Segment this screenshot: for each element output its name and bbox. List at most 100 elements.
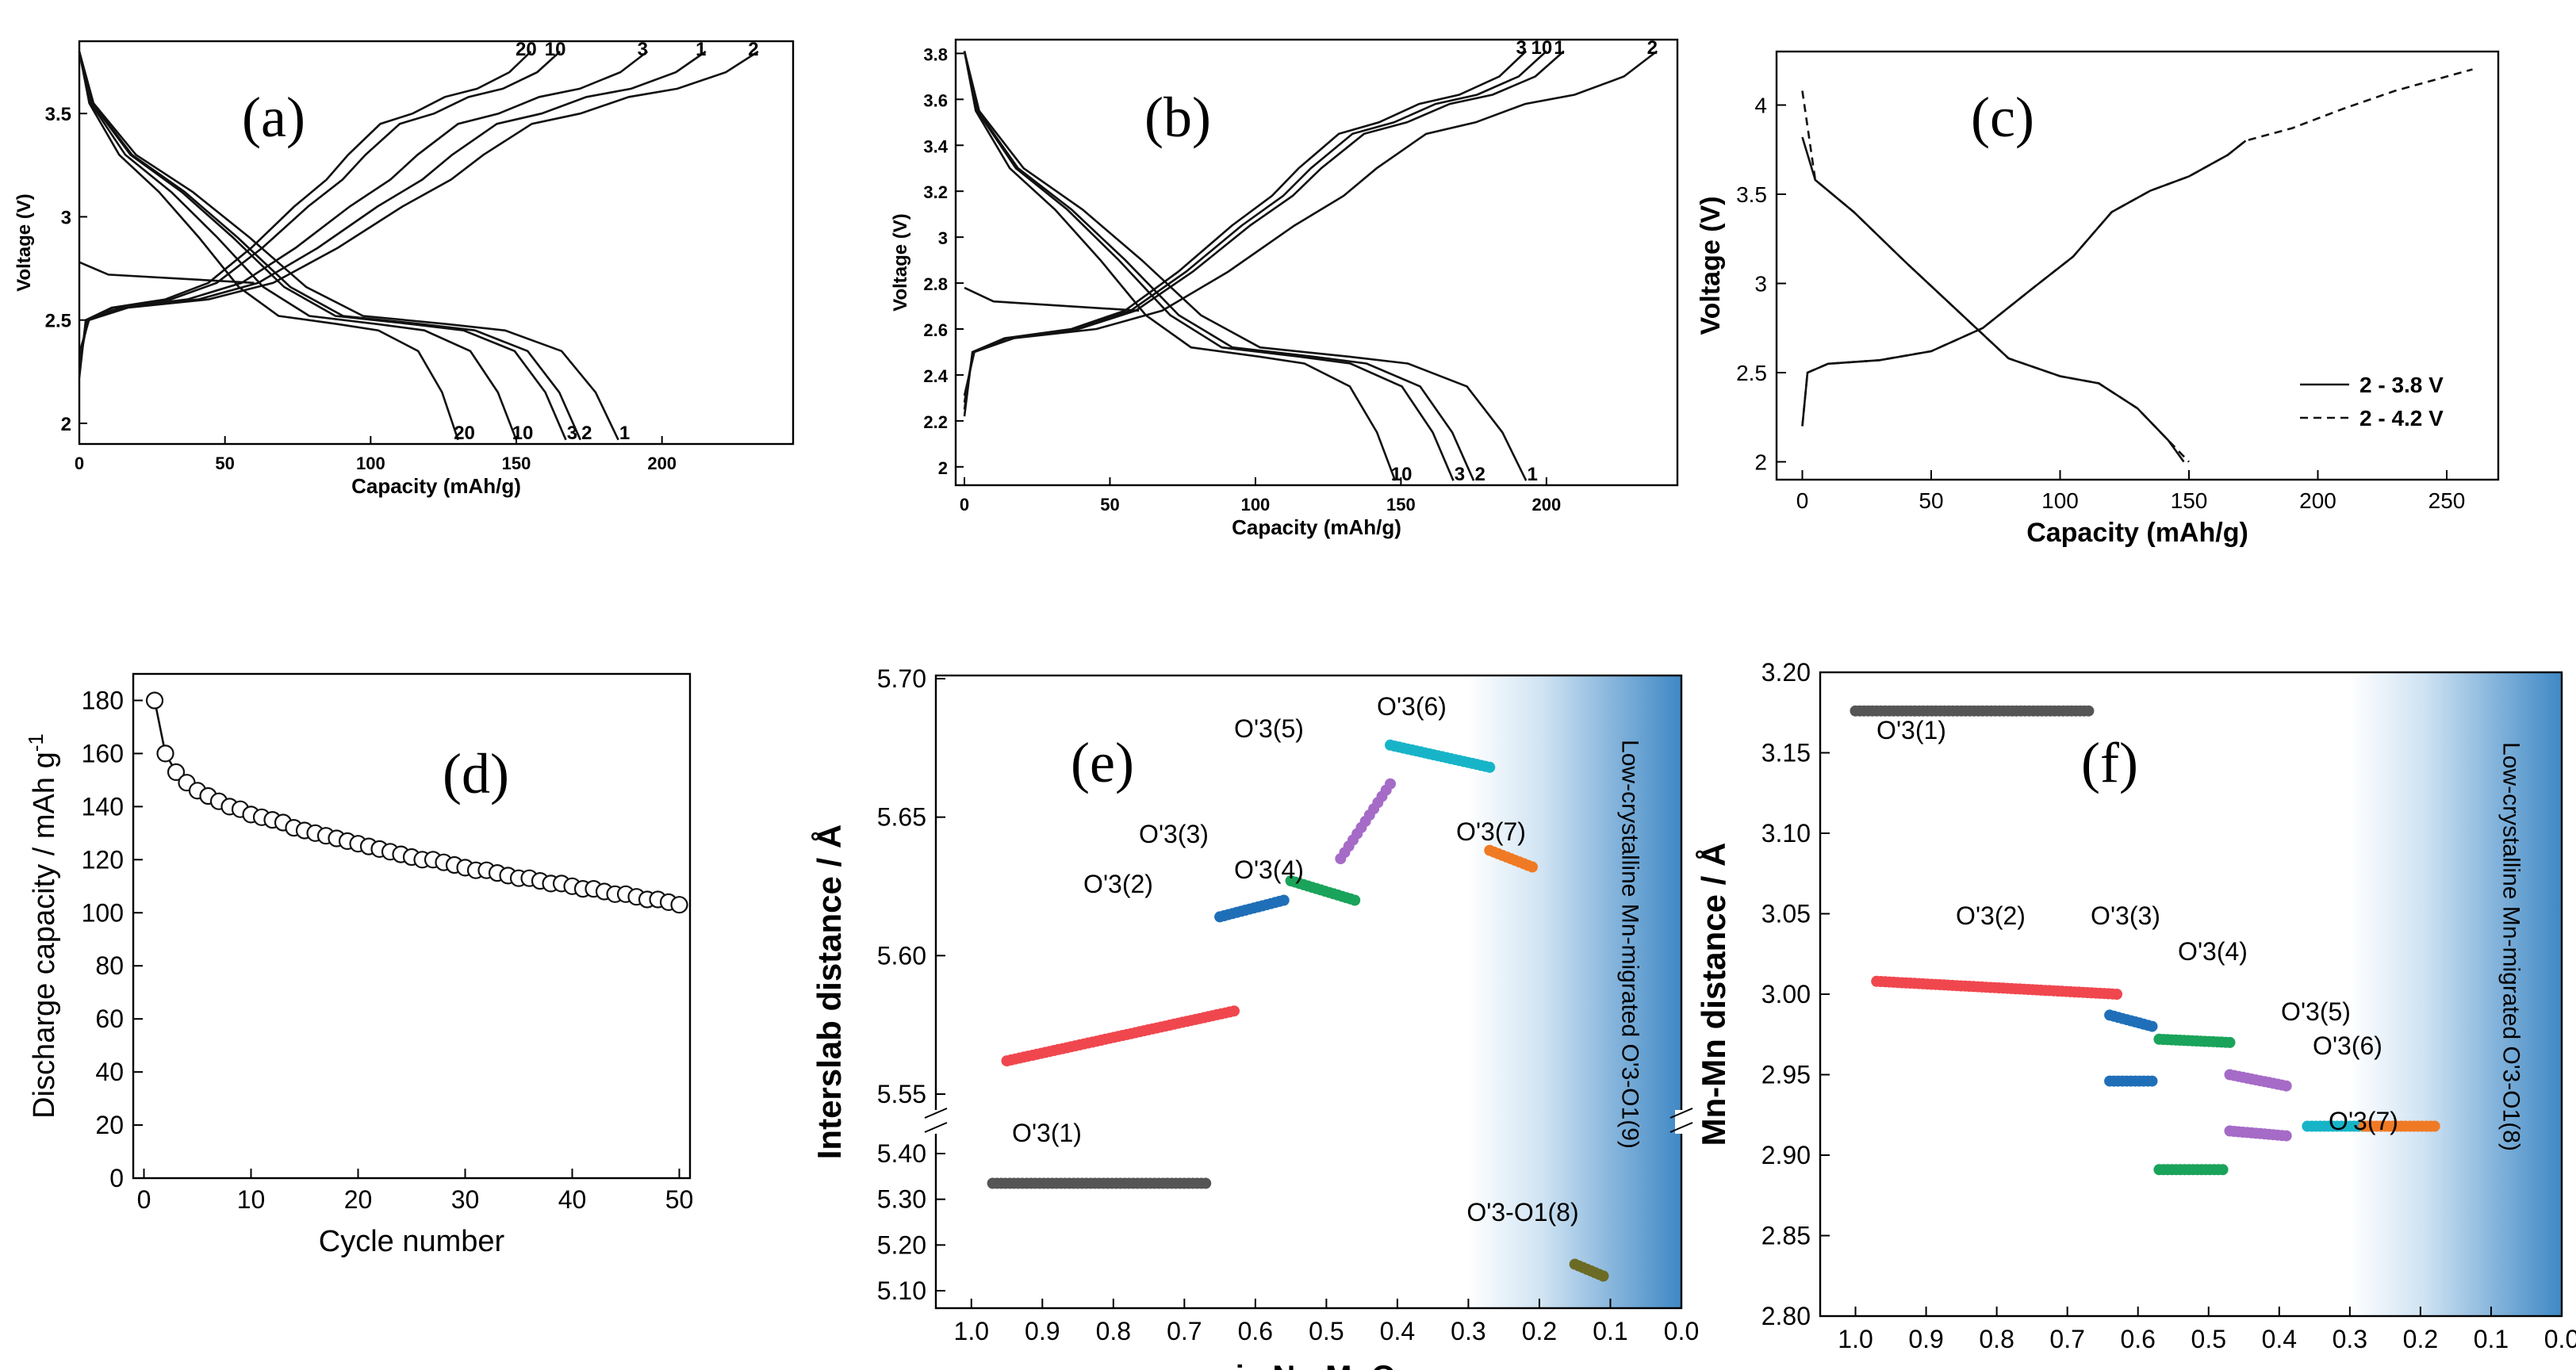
y-axis-title: Voltage (V) [13,193,35,292]
shaded-region [2349,672,2562,1316]
axis-break-gap [1675,1110,1688,1134]
y-tick-label: 20 [95,1111,124,1139]
phase-label: O'3(4) [2178,937,2248,966]
panel-d: 0 10 20 30 40 50 0 20 40 60 80 100 120 140 160 180 Cycle… [24,672,693,1258]
x-tick-label: 30 [451,1185,480,1214]
x-tick-label: 1.0 [1838,1325,1873,1353]
y-tick-label: 2.2 [923,412,948,432]
x-tick-label: 0.3 [1451,1317,1485,1345]
x-tick-label: 0.4 [2262,1325,2297,1353]
y-axis-title: Interslab distance / Å [811,825,848,1159]
y-tick-label: 3 [938,228,948,248]
y-tick-label: 100 [82,898,124,927]
charge-cycle-label: 20 [516,39,537,60]
x-tick-label: 0 [137,1185,151,1214]
y-tick-label: 40 [95,1058,124,1086]
x-axis-title: x in NaxMnO2 [2090,1368,2290,1370]
x-tick-label: 0.0 [2544,1325,2576,1353]
plot-frame [934,674,1683,1310]
x-tick-label: 0.9 [1025,1317,1060,1345]
data-point [145,691,164,710]
y-tick-label: 2 [61,414,71,435]
phase-marker [2083,705,2095,717]
x-tick-label: 0.7 [1167,1317,1202,1345]
panel-c: 0 50 100 150 200 250 2 2.5 3 3.5 4 Capacity (mAh/g)… [1696,50,2500,548]
discharge-curve-cycle-10 [963,51,1397,481]
charge-cycle-label: 10 [1531,37,1553,59]
phase-label: O'3(2) [1956,901,2026,930]
discharge-cycle-label: 3 [1455,464,1465,485]
phase-marker [2280,1130,2292,1142]
phase-marker [1200,1177,1212,1189]
y-tick-label: 3.10 [1761,819,1811,848]
discharge-curve-cycle-2 [78,51,581,441]
panel-label: (f) [2081,731,2138,794]
y-tick-label: 2.8 [923,274,948,294]
x-tick-label: 0.9 [1908,1325,1943,1353]
phase-marker [2280,1080,2292,1092]
phase-label: O'3(1) [1876,716,1946,744]
y-tick-label: 5.60 [877,941,926,970]
y-tick-label: 3.4 [923,136,948,156]
discharge-cycle-label: 1 [1528,464,1538,485]
x-axis-title: x in NaxMnO2 [1207,1360,1408,1370]
x-tick-label: 250 [2428,488,2466,513]
y-tick-label: 3.20 [1761,658,1811,687]
x-tick-label: 0.1 [2474,1325,2509,1353]
x-tick-label: 0.6 [1238,1317,1273,1345]
phase-marker [1484,761,1496,773]
plot-frame [954,38,1679,487]
phase-marker [1278,894,1290,906]
initial-plateau-curve [79,261,255,285]
y-tick-label: 5.40 [877,1139,926,1168]
y-tick-label: 4 [1754,94,1767,118]
charge-cycle-label: 2 [1647,37,1658,59]
y-tick-label: 2.85 [1761,1222,1811,1250]
panel-a: 0 50 100 150 200 2 2.5 3 3.5 Capacity (mAh/g) Volt… [13,39,795,498]
phase-marker [1229,1005,1240,1017]
axis-break-mark [1669,1108,1693,1119]
y-tick-label: 3.8 [923,44,948,64]
phase-label: O'3(6) [1377,692,1447,721]
y-tick-label: 2.80 [1761,1302,1811,1330]
axis-break-mark [924,1122,948,1133]
panel-label: (a) [242,86,305,149]
data-point [167,763,186,782]
x-tick-label: 100 [1241,495,1271,515]
discharge-cycle-label: 20 [454,423,475,444]
y-tick-label: 2.4 [923,366,948,386]
x-tick-label: 200 [2299,488,2336,513]
x-tick-label: 50 [1919,488,1943,513]
axis-break-mark [924,1108,948,1119]
x-tick-label: 0.6 [2120,1325,2155,1353]
x-tick-label: 40 [558,1185,587,1214]
phase-marker [2224,1036,2236,1048]
x-tick-label: 1.0 [954,1317,989,1345]
y-axis-title: Voltage (V) [1696,196,1726,335]
y-axis-title: Mn-Mn distance / Å [1695,843,1732,1146]
axis-break-mark [1669,1122,1693,1133]
initial-plateau-curve [964,286,1140,312]
shaded-region-label: Low-crystalline Mn-migrated O'3-O1(9) [1617,740,1643,1149]
x-tick-label: 0.5 [2191,1325,2226,1353]
y-tick-label: 120 [82,845,124,874]
y-tick-label: 5.65 [877,803,926,832]
discharge-curve-cycle-10 [78,51,518,441]
discharge-cycle-label: 10 [1391,464,1413,485]
discharge-curve-cycle-20 [78,51,459,441]
x-tick-label: 150 [502,453,531,473]
y-tick-label: 0 [109,1164,124,1192]
phase-marker [2428,1120,2440,1132]
x-tick-label: 20 [344,1185,373,1214]
charge-curve-cycle-1 [78,50,707,360]
y-tick-label: 5.70 [877,664,926,693]
x-tick-label: 0 [75,453,84,473]
phase-label: O'3(4) [1234,855,1304,884]
discharge-curve-cycle-1 [78,51,619,441]
x-axis-title: Cycle number [319,1225,505,1258]
x-tick-label: 10 [237,1185,266,1214]
phase-marker [1597,1270,1609,1282]
panel-label: (b) [1144,86,1211,149]
y-tick-label: 60 [95,1005,124,1033]
y-tick-label: 3 [61,207,71,228]
